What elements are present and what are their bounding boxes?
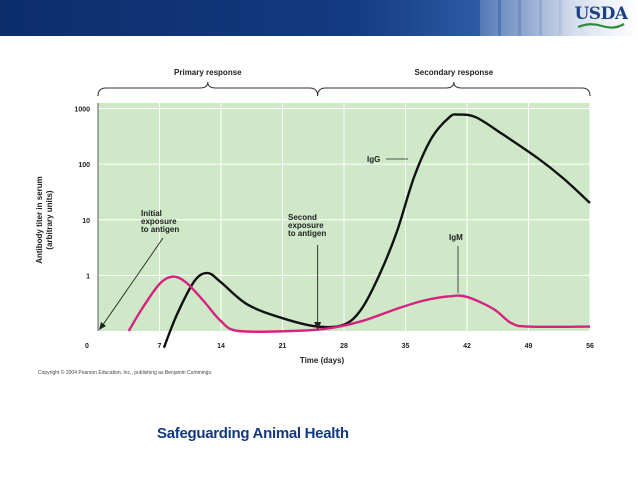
series-label-igm: IgM [449,233,463,242]
y-tick-label: 1 [86,273,90,280]
initial-exposure-label: Initial [141,209,162,218]
series-line-igg [162,113,591,349]
x-tick-label: 42 [463,343,471,350]
initial-exposure-arrow [99,237,164,330]
header-banner [0,0,638,36]
phase-brace [317,81,591,97]
copyright-text: Copyright © 2004 Pearson Education, Inc.… [38,370,213,376]
axes: 0 7 14 21 28 35 42 49 56 1 10 100 1000 Time (days) Ant… [35,103,594,365]
x-tick-label: 21 [279,343,287,350]
footer-title: Safeguarding Animal Health [157,425,349,442]
series-group [127,113,591,349]
phase-label: Primary response [174,68,242,77]
x-tick-label: 14 [217,343,225,350]
x-tick-label: 7 [158,343,162,350]
initial-exposure-label: to antigen [141,225,179,234]
x-tick-label: 28 [340,343,348,350]
logo-swoosh-icon [577,23,625,29]
response-braces: Primary response Secondary response [97,68,591,97]
usda-logo: USDA [572,4,630,34]
y-tick-label: 100 [78,162,90,169]
phase-brace [97,81,319,97]
x-tick-label: 49 [525,343,533,350]
banner-pattern [480,0,580,36]
series-label-igg: IgG [367,155,380,164]
y-tick-label: 10 [82,218,90,225]
y-tick-label: 1000 [74,107,90,114]
series-line-igm [127,275,591,334]
second-exposure-label: exposure [288,221,324,230]
y-axis-title-line2: (arbitrary units) [45,190,54,249]
second-arrowhead-icon [314,322,322,330]
initial-exposure-label: exposure [141,217,177,226]
second-exposure-label: to antigen [288,229,326,238]
usda-logo-text: USDA [574,4,628,24]
initial-arrowhead-icon [99,322,106,330]
phase-label: Secondary response [414,68,493,77]
x-tick-label: 35 [402,343,410,350]
x-tick-label: 0 [85,343,89,350]
x-tick-label: 56 [586,343,594,350]
x-axis-title: Time (days) [300,356,345,365]
y-axis-title-line1: Antibody titer in serum [35,176,44,264]
second-exposure-label: Second [288,213,317,222]
